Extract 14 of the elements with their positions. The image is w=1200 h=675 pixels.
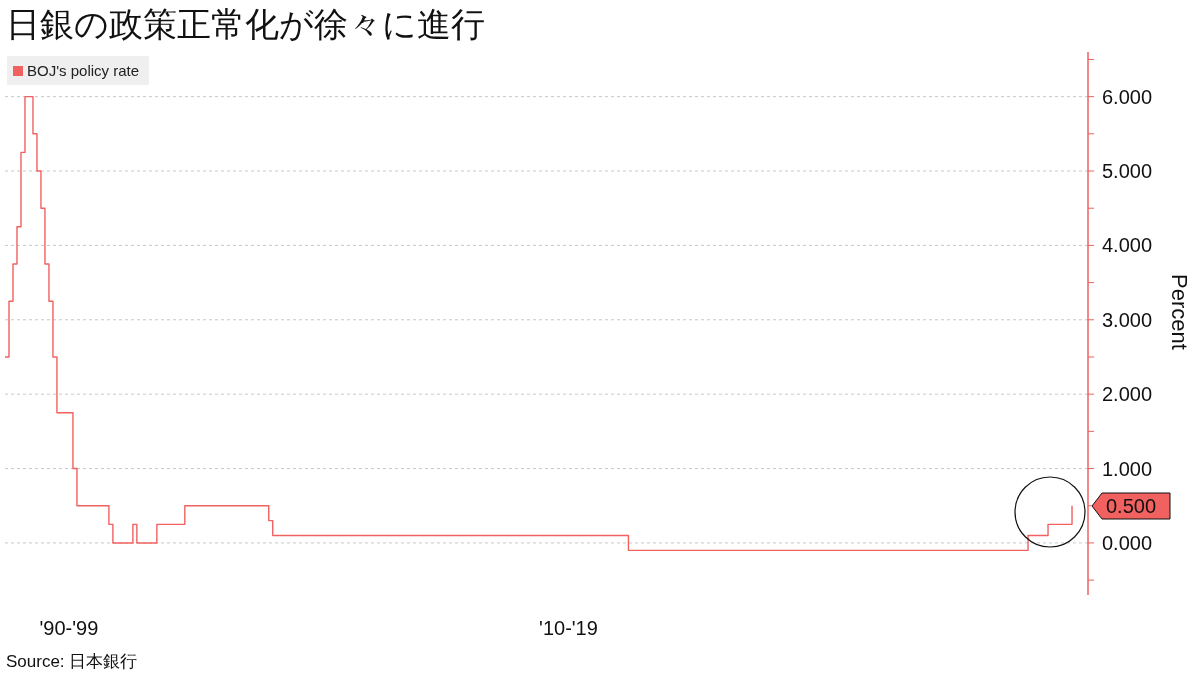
chart-title: 日銀の政策正常化が徐々に進行 [6,4,485,45]
y-tick-label: 6.000 [1102,85,1153,108]
y-axis-title: Percent [1166,273,1192,350]
y-tick-label: 2.000 [1102,383,1153,406]
y-tick-label: 5.000 [1102,160,1153,183]
legend-label: BOJ's policy rate [27,62,140,79]
y-tick-label: 3.000 [1102,308,1153,331]
y-tick-label: 1.000 [1102,457,1153,480]
x-tick-label: '90-'99 [39,617,99,639]
y-tick-label: 4.000 [1102,234,1153,257]
source-note: Source: 日本銀行 [6,651,138,673]
data-label: 0.500 [1106,494,1157,517]
x-tick-label: '10-'19 [539,617,598,639]
y-tick-label: 0.000 [1102,531,1153,554]
